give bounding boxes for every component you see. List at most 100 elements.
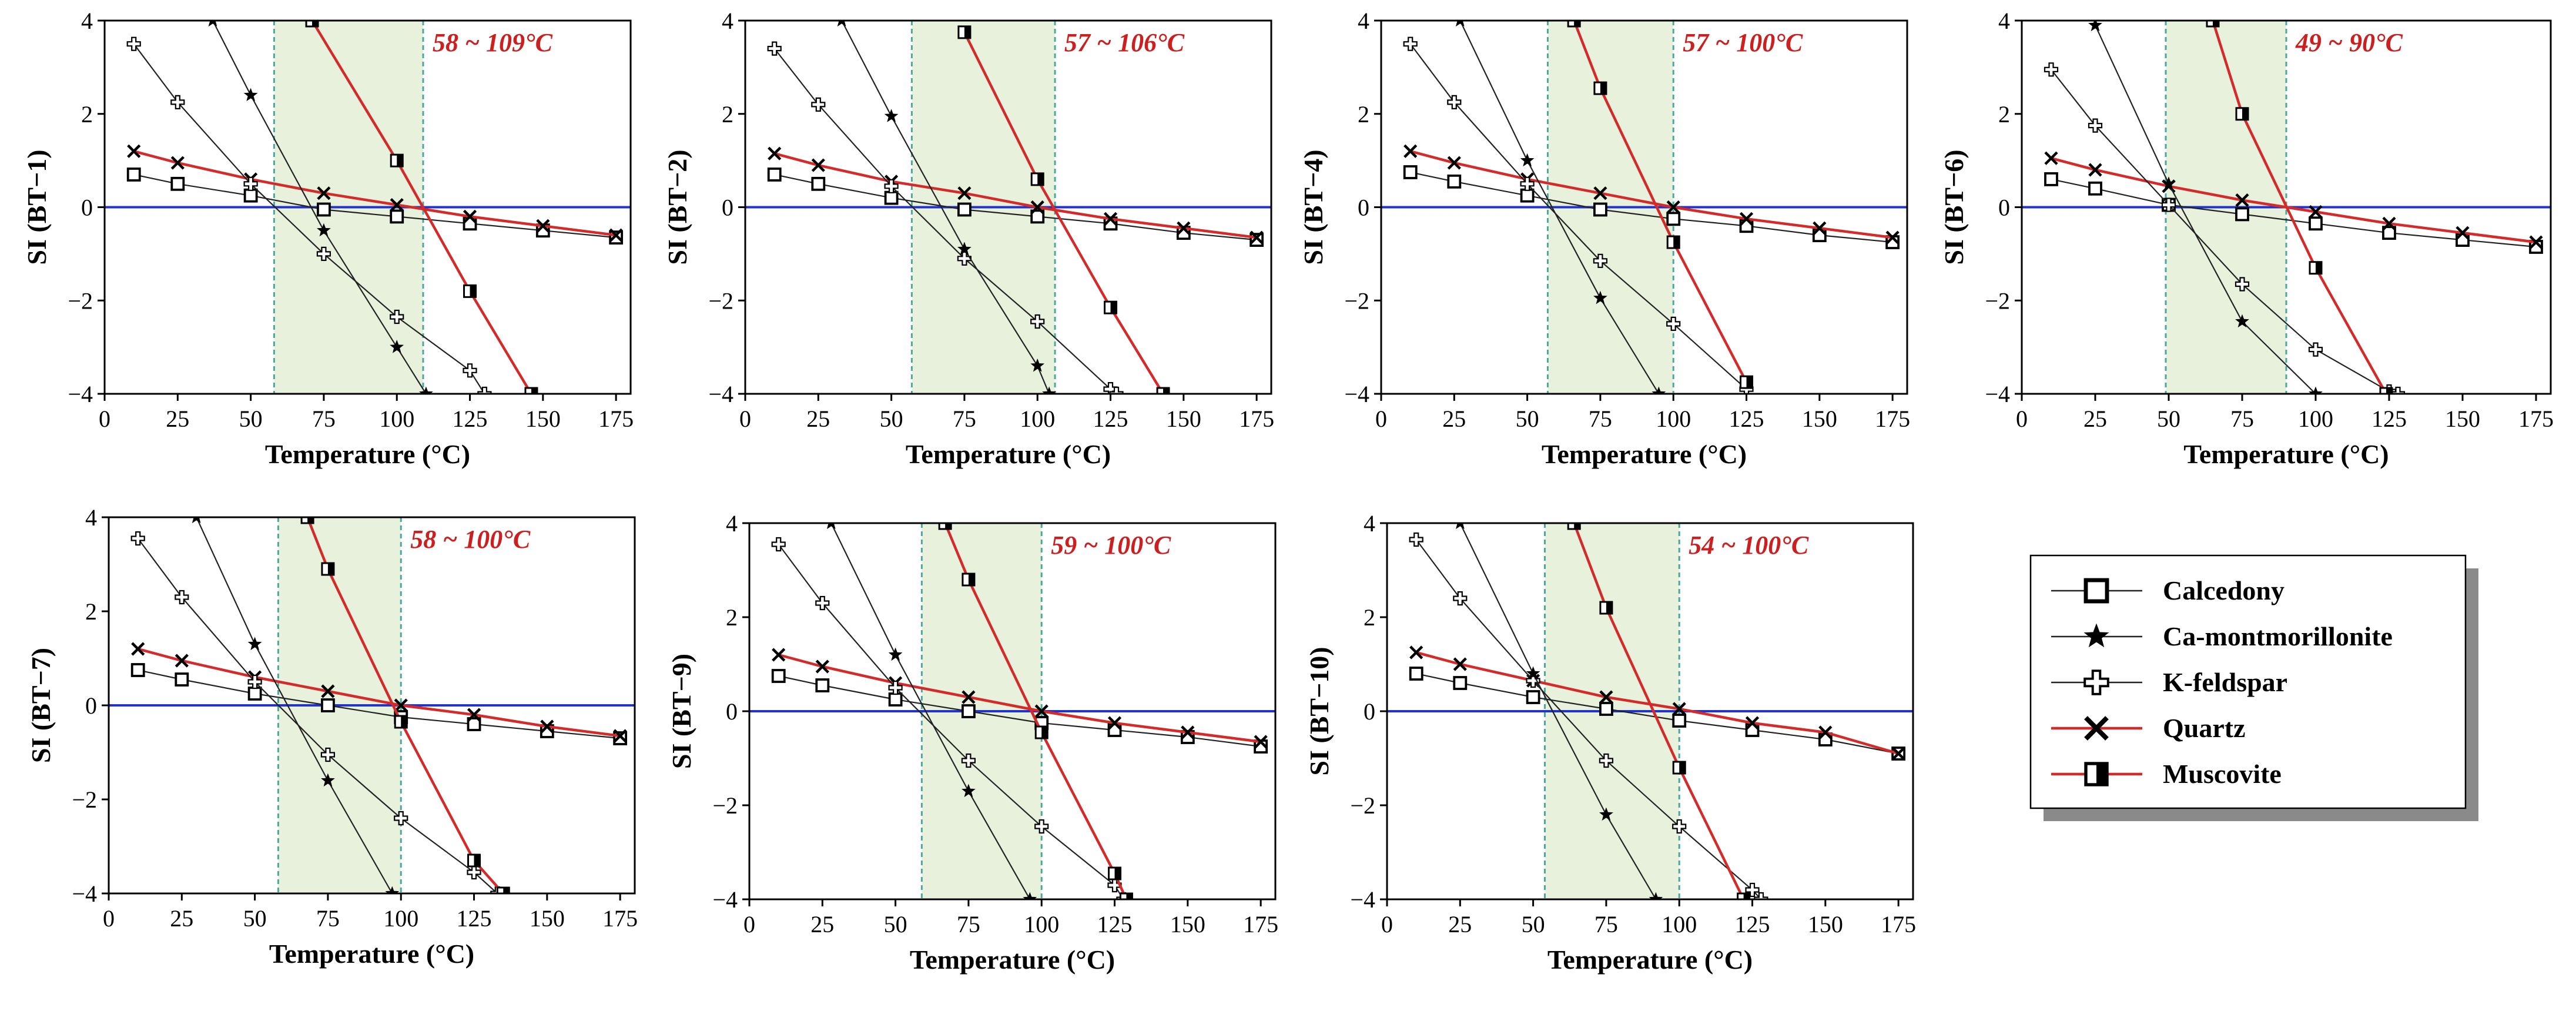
data-point-calcedony [1599,702,1613,716]
x-tick-label: 50 [1522,911,1545,938]
x-tick-label: 100 [1661,911,1697,938]
data-point-quartz [2309,205,2323,219]
temperature-range-label: 58 ~ 109°C [433,28,553,57]
data-point-k-feldspar [243,176,258,191]
data-point-ca-montmorillonite [2309,386,2323,394]
x-tick-label: 150 [525,406,561,432]
series-line-muscovite [311,21,532,394]
series-line-calcedony [133,173,617,239]
x-tick-label: 75 [957,911,980,938]
data-point-muscovite [2206,21,2220,28]
data-point-quartz [127,144,141,158]
data-point-quartz [768,146,782,160]
data-point-muscovite [390,153,404,168]
data-point-muscovite [1567,523,1581,530]
x-tick-label: 150 [1808,911,1843,938]
data-point-calcedony [243,188,258,203]
series-line-calcedony [2051,178,2537,248]
data-point-quartz [2044,151,2058,165]
x-tick-label: 175 [1875,406,1910,432]
data-point-calcedony [1666,212,1681,226]
data-point-muscovite [1593,81,1607,95]
data-point-ca-montmorillonite [1023,892,1037,899]
series-line-ca-montmorillonite [1459,523,1657,899]
data-point-muscovite [1156,387,1170,394]
series-line-quartz [133,150,617,237]
y-tick-label: −2 [1985,287,2010,314]
y-tick-label: 2 [722,101,733,128]
y-tick-label: 0 [81,195,93,221]
data-point-k-feldspar [316,246,331,261]
series-line-calcedony [1416,672,1899,755]
data-point-k-feldspar [126,36,141,51]
data-point-muscovite [394,715,408,729]
data-point-quartz [170,156,185,170]
temperature-range-label: 59 ~ 100°C [1051,531,1171,560]
y-tick-label: −4 [68,381,93,407]
data-point-calcedony [390,209,404,224]
y-tick-label: −4 [1350,886,1375,913]
data-point-k-feldspar [1447,95,1462,109]
x-tick-label: 0 [739,406,751,432]
y-tick-label: 4 [85,504,97,531]
x-tick-label: 50 [243,905,267,932]
x-tick-label: 150 [1170,911,1205,938]
x-axis-label: Temperature (°C) [1547,945,1753,975]
y-tick-label: 4 [1998,8,2010,34]
series-line-ca-montmorillonite [2095,25,2316,394]
data-point-k-feldspar [463,363,477,378]
data-point-quartz [1453,657,1467,671]
data-point-ca-montmorillonite [957,242,972,256]
data-point-quartz [1599,690,1613,704]
y-tick-label: −4 [712,886,738,913]
y-tick-label: −2 [712,792,738,819]
data-point-ca-montmorillonite [1520,153,1535,167]
data-point-ca-montmorillonite [884,109,899,122]
x-axis-label: Temperature (°C) [910,945,1115,975]
data-point-quartz [390,197,404,212]
legend-label: Quartz [2163,713,2246,743]
data-point-quartz [1181,725,1195,739]
series-line-muscovite [2211,21,2387,394]
series-line-calcedony [774,173,1257,241]
y-tick-label: 2 [81,101,93,128]
data-point-muscovite [1119,892,1133,899]
series-group [2044,21,2543,394]
data-point-muscovite [938,523,952,530]
y-tick-label: 2 [726,604,738,631]
data-point-k-feldspar [394,811,408,826]
data-point-k-feldspar [175,590,189,605]
x-tick-label: 100 [1024,911,1059,938]
data-point-ca-montmorillonite [2162,176,2176,190]
y-tick-label: 4 [1358,8,1369,34]
data-point-calcedony [1403,165,1418,179]
data-point-muscovite [1104,300,1118,314]
data-point-calcedony [1520,188,1535,203]
x-tick-label: 125 [1093,406,1128,432]
data-point-quartz [1403,144,1418,158]
data-point-ca-montmorillonite [1030,358,1045,372]
series-line-calcedony [138,669,621,739]
data-point-ca-montmorillonite [888,647,903,661]
data-point-muscovite [305,21,319,28]
data-point-k-feldspar [767,41,782,56]
temperature-range-label: 49 ~ 90°C [2295,28,2403,57]
data-point-k-feldspar [1666,316,1681,331]
data-point-quartz [394,698,408,712]
data-point-ca-montmorillonite [826,523,836,530]
series-group [1403,21,1900,394]
x-tick-label: 25 [170,905,193,932]
series-group [130,517,628,893]
data-point-muscovite [962,573,976,587]
x-axis-label: Temperature (°C) [2183,439,2389,469]
data-point-quartz [536,219,550,233]
data-point-calcedony [467,717,481,731]
y-tick-label: −2 [72,786,97,813]
data-point-ca-montmorillonite [1599,807,1613,821]
legend-marker [2083,623,2109,648]
data-point-quartz [2382,216,2396,230]
